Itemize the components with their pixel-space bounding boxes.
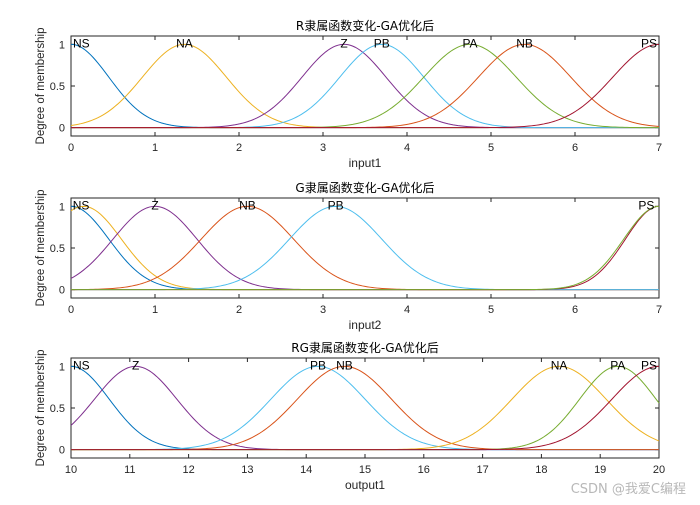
- panel3-xtick-label: 10: [65, 464, 77, 476]
- panel2-series-label: NB: [239, 198, 256, 212]
- panel2-xtick-label: 7: [656, 304, 662, 316]
- panel1-series-ps: [71, 43, 660, 129]
- panel1-xtick-label: 5: [488, 142, 494, 154]
- panel2-xtick-label: 5: [488, 304, 494, 316]
- panel3-xtick-label: 17: [476, 464, 488, 476]
- panel3-series-label: NB: [336, 358, 353, 372]
- panel3-series-label: Z: [132, 358, 139, 372]
- panel2-series-label: NS: [73, 198, 90, 212]
- panel3-xtick-label: 16: [418, 464, 430, 476]
- panel3-series-ps: [71, 365, 660, 451]
- panel1-xlabel: input1: [349, 156, 382, 170]
- panel3-series-label: PS: [641, 358, 657, 372]
- panel3-xlabel: output1: [345, 478, 385, 492]
- panel2-xtick-label: 1: [152, 304, 158, 316]
- panel2-axes-box: [70, 197, 660, 299]
- panel3-xtick-label: 20: [653, 464, 665, 476]
- panel3-title: RG隶属函数变化-GA优化后: [291, 340, 438, 355]
- panel1-title: R隶属函数变化-GA优化后: [296, 18, 434, 33]
- panel3-series-label: NA: [551, 358, 568, 372]
- panel3-axes-box: [70, 357, 660, 459]
- panel2-series-label: Z: [151, 198, 158, 212]
- panel1-ylabel: Degree of membership: [35, 28, 47, 145]
- panel2-series-label: PB: [328, 198, 344, 212]
- panel1-ytick-label: 0.5: [50, 81, 65, 93]
- panel2-ylabel: Degree of membership: [35, 190, 47, 307]
- panel1-series-label: PB: [374, 36, 390, 50]
- panel1-ytick-label: 0: [59, 123, 65, 135]
- panel3-xtick-label: 11: [124, 464, 135, 476]
- panel2-xtick-label: 3: [320, 304, 326, 316]
- panel2-series-pa: [71, 205, 660, 291]
- panel1-xtick-label: 2: [236, 142, 242, 154]
- panel3-xtick-label: 19: [594, 464, 606, 476]
- panel3-ytick-label: 0: [59, 445, 65, 457]
- panel3-series-label: PB: [310, 358, 326, 372]
- panel2-xlabel: input2: [349, 318, 382, 332]
- panel1-series-label: PS: [641, 36, 657, 50]
- panel1-xtick-label: 3: [320, 142, 326, 154]
- panel1-xtick-label: 4: [404, 142, 410, 154]
- panel1-xtick-label: 6: [572, 142, 578, 154]
- panel2-series-label: PS: [638, 198, 654, 212]
- panel3-ytick-label: 1: [59, 361, 65, 373]
- panel2-title: G隶属函数变化-GA优化后: [295, 180, 434, 195]
- panel2-ytick-label: 1: [59, 201, 65, 213]
- panel3-xtick-label: 14: [300, 464, 312, 476]
- panel3-series-label: NS: [73, 358, 90, 372]
- panel3-ytick-label: 0.5: [50, 403, 65, 415]
- watermark: CSDN @我爱C编程: [570, 482, 686, 497]
- panel1-series-label: NB: [516, 36, 533, 50]
- panel1-xtick-label: 7: [656, 142, 662, 154]
- panel3-series-label: PA: [610, 358, 625, 372]
- panel2-ytick-label: 0.5: [50, 243, 65, 255]
- panel1-xtick-label: 0: [68, 142, 74, 154]
- panel2-xtick-label: 0: [68, 304, 74, 316]
- panel3-xtick-label: 12: [182, 464, 194, 476]
- panel1-xtick-label: 1: [152, 142, 158, 154]
- panel2-xtick-label: 2: [236, 304, 242, 316]
- panel1-series-label: NA: [176, 36, 193, 50]
- panel3-ylabel: Degree of membership: [35, 350, 47, 467]
- panel1-series-label: NS: [73, 36, 90, 50]
- panel1-ytick-label: 1: [59, 39, 65, 51]
- panel3-xtick-label: 13: [241, 464, 253, 476]
- panel2-xtick-label: 4: [404, 304, 410, 316]
- panel2-xtick-label: 6: [572, 304, 578, 316]
- panel2-ytick-label: 0: [59, 285, 65, 297]
- panel1-series-label: PA: [462, 36, 477, 50]
- panel3-xtick-label: 18: [535, 464, 547, 476]
- panel3-xtick-label: 15: [359, 464, 371, 476]
- panel1-series-label: Z: [340, 36, 347, 50]
